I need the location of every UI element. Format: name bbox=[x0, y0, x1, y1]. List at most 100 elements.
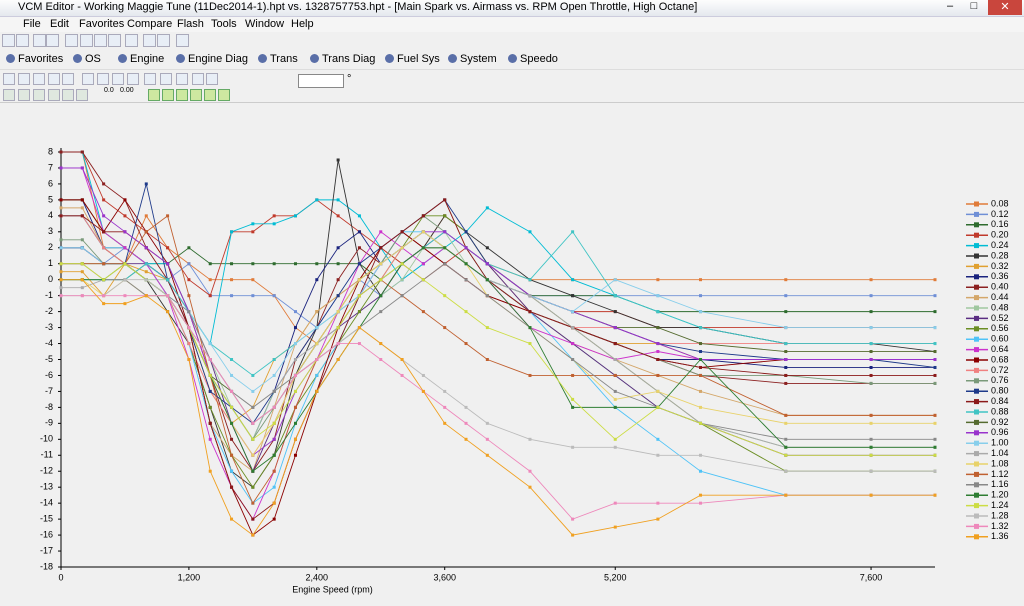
data-point bbox=[59, 214, 63, 218]
data-point bbox=[293, 214, 297, 218]
data-point bbox=[869, 445, 873, 449]
toolbar-button[interactable] bbox=[143, 34, 156, 47]
nav-button[interactable]: Favorites bbox=[18, 53, 64, 65]
toolbar-button[interactable] bbox=[190, 89, 202, 101]
maximize-button[interactable]: □ bbox=[970, 0, 978, 12]
toolbar-button[interactable] bbox=[204, 89, 216, 101]
data-point bbox=[485, 206, 489, 210]
toolbar-button[interactable] bbox=[16, 34, 29, 47]
menu-item[interactable]: Tools bbox=[211, 18, 237, 30]
data-point bbox=[485, 278, 489, 282]
nav-button[interactable]: Trans bbox=[270, 53, 298, 65]
nav-button[interactable]: Fuel Sys bbox=[397, 53, 440, 65]
menu-item[interactable]: File bbox=[23, 18, 41, 30]
toolbar-button[interactable] bbox=[3, 73, 15, 85]
data-point bbox=[144, 278, 148, 282]
nav-button[interactable]: System bbox=[460, 53, 497, 65]
legend-label: 1.28 bbox=[991, 510, 1009, 520]
toolbar-button[interactable] bbox=[148, 89, 160, 101]
nav-button[interactable]: Engine Diag bbox=[188, 53, 248, 65]
data-point bbox=[272, 469, 276, 473]
toolbar-button[interactable] bbox=[3, 89, 15, 101]
toolbar-button[interactable] bbox=[162, 89, 174, 101]
toolbar-button[interactable] bbox=[82, 73, 94, 85]
nav-button[interactable]: OS bbox=[85, 53, 101, 65]
data-point bbox=[80, 238, 84, 242]
toolbar-button[interactable] bbox=[127, 73, 139, 85]
toolbar-button[interactable] bbox=[2, 34, 15, 47]
toolbar-button[interactable] bbox=[108, 34, 121, 47]
data-point bbox=[336, 294, 340, 298]
legend-marker bbox=[974, 295, 979, 301]
toolbar-button[interactable] bbox=[48, 73, 60, 85]
toolbar-button[interactable] bbox=[157, 34, 170, 47]
toolbar-button[interactable] bbox=[33, 34, 46, 47]
toolbar-button[interactable] bbox=[206, 73, 218, 85]
legend-label: 0.16 bbox=[991, 219, 1009, 229]
legend-label: 0.44 bbox=[991, 292, 1009, 302]
toolbar-button[interactable] bbox=[62, 73, 74, 85]
data-point bbox=[528, 485, 532, 489]
value-input[interactable] bbox=[298, 74, 344, 88]
menu-item[interactable]: Window bbox=[245, 18, 285, 30]
toolbar-button[interactable] bbox=[192, 73, 204, 85]
nav-icon bbox=[448, 54, 457, 63]
toolbar-button[interactable] bbox=[176, 73, 188, 85]
menu-item[interactable]: Help bbox=[291, 18, 314, 30]
data-point bbox=[613, 445, 617, 449]
data-point bbox=[315, 262, 319, 266]
format-button[interactable]: 0.00 bbox=[120, 87, 134, 94]
data-point bbox=[699, 421, 703, 425]
format-button[interactable]: 0.0 bbox=[104, 87, 114, 94]
toolbar-button[interactable] bbox=[97, 73, 109, 85]
toolbar-button[interactable] bbox=[144, 73, 156, 85]
data-point bbox=[272, 262, 276, 266]
data-point bbox=[571, 517, 575, 521]
data-point bbox=[485, 358, 489, 361]
toolbar-button[interactable] bbox=[125, 34, 138, 47]
toolbar-button[interactable] bbox=[176, 34, 189, 47]
nav-button[interactable]: Trans Diag bbox=[322, 53, 376, 65]
data-point bbox=[357, 342, 361, 346]
data-point bbox=[80, 286, 84, 290]
x-tick-label: 5,200 bbox=[604, 572, 627, 582]
legend-label: 0.08 bbox=[991, 198, 1009, 208]
menu-item[interactable]: Edit bbox=[50, 18, 69, 30]
x-tick-label: 7,600 bbox=[860, 572, 883, 582]
data-point bbox=[443, 294, 447, 298]
data-point bbox=[933, 469, 937, 473]
toolbar-button[interactable] bbox=[218, 89, 230, 101]
toolbar-button[interactable] bbox=[76, 89, 88, 101]
series-line bbox=[61, 151, 935, 345]
toolbar-button[interactable] bbox=[18, 73, 30, 85]
close-button[interactable]: ✕ bbox=[988, 0, 1022, 15]
toolbar-button[interactable] bbox=[94, 34, 107, 47]
toolbar-button[interactable] bbox=[160, 73, 172, 85]
nav-button[interactable]: Engine bbox=[130, 53, 165, 65]
nav-button[interactable]: Speedo bbox=[520, 53, 558, 65]
data-point bbox=[272, 517, 276, 521]
toolbar-button[interactable] bbox=[112, 73, 124, 85]
toolbar-button[interactable] bbox=[62, 89, 74, 101]
data-point bbox=[293, 453, 297, 457]
menu-item[interactable]: Favorites bbox=[79, 18, 125, 30]
toolbar-button[interactable] bbox=[80, 34, 93, 47]
toolbar-button[interactable] bbox=[176, 89, 188, 101]
toolbar-button[interactable] bbox=[48, 89, 60, 101]
data-point bbox=[80, 214, 84, 218]
menu-item[interactable]: Flash bbox=[177, 18, 204, 30]
data-point bbox=[784, 350, 788, 354]
data-point bbox=[869, 294, 873, 298]
data-point bbox=[571, 397, 575, 401]
toolbar-button[interactable] bbox=[18, 89, 30, 101]
toolbar-button[interactable] bbox=[33, 73, 45, 85]
menu-item[interactable]: Compare bbox=[127, 18, 173, 30]
toolbar-button[interactable] bbox=[33, 89, 45, 101]
toolbar-button[interactable] bbox=[46, 34, 59, 47]
y-tick-label: 5 bbox=[48, 194, 53, 204]
data-point bbox=[571, 405, 575, 409]
data-point bbox=[699, 493, 703, 497]
minimize-button[interactable]: – bbox=[946, 0, 954, 12]
title-bar: VCM Editor - Working Maggie Tune (11Dec2… bbox=[0, 0, 1024, 17]
toolbar-button[interactable] bbox=[65, 34, 78, 47]
